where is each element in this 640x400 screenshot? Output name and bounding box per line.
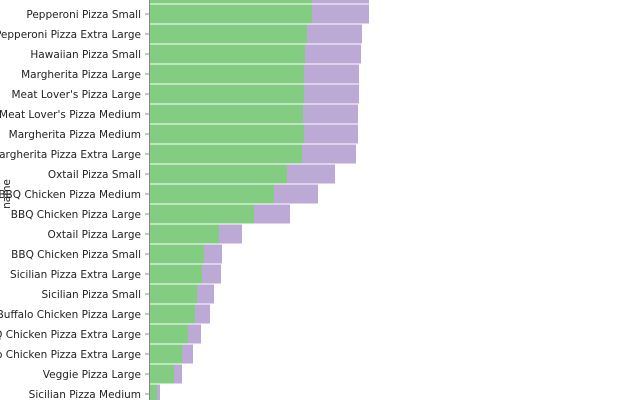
y-axis-title: name	[1, 179, 13, 209]
bar-segment-2-row-18	[188, 324, 201, 344]
y-tick-label: Sicilian Pizza Small	[41, 289, 141, 301]
y-tick-label: BBQ Chicken Pizza Small	[11, 249, 141, 261]
bar-segment-1-row-19	[150, 344, 182, 364]
bar-segment-2-row-9	[302, 144, 356, 164]
y-axis: Pepperoni Pizza Small Pepperoni Pizza Ext…	[0, 0, 150, 400]
bar-segment-1-row-10	[150, 164, 287, 184]
bar-segment-2-row-13	[219, 224, 242, 244]
bar-segment-2-row-4	[305, 44, 361, 64]
bar-segment-1-row-7	[150, 104, 303, 124]
y-tick-label: Meat Lover's Pizza Medium	[0, 109, 141, 121]
y-tick-label: Buffalo Chicken Pizza Extra Large	[0, 349, 141, 361]
bars-group	[150, 0, 369, 400]
bar-segment-2-row-20	[174, 364, 182, 384]
bar-segment-1-row-14	[150, 244, 204, 264]
y-tick-label: Hawaiian Pizza Small	[30, 49, 141, 61]
bar-segment-2-row-17	[195, 304, 210, 324]
bar-segment-2-row-15	[202, 264, 221, 284]
y-tick-label: Sicilian Pizza Extra Large	[10, 269, 141, 281]
bar-segment-2-row-1	[312, 0, 369, 4]
y-tick-label: BBQ Chicken Pizza Medium	[0, 189, 141, 201]
bar-segment-1-row-11	[150, 184, 274, 204]
bar-segment-2-row-10	[287, 164, 335, 184]
bar-segment-1-row-17	[150, 304, 195, 324]
y-tick-label: Oxtail Pizza Small	[48, 169, 141, 181]
bar-segment-2-row-16	[197, 284, 214, 304]
bar-segment-1-row-3	[150, 24, 307, 44]
bar-segment-2-row-11	[274, 184, 318, 204]
y-tick-label: Meat Lover's Pizza Large	[11, 89, 141, 101]
y-tick-label: Margherita Pizza Medium	[9, 129, 141, 141]
bar-segment-1-row-21	[150, 384, 157, 400]
bar-segment-1-row-16	[150, 284, 197, 304]
bar-segment-1-row-13	[150, 224, 219, 244]
bar-segment-1-row-20	[150, 364, 174, 384]
bar-segment-1-row-6	[150, 84, 304, 104]
y-tick-label: Buffalo Chicken Pizza Large	[0, 309, 141, 321]
bar-segment-2-row-5	[304, 64, 359, 84]
bar-segment-2-row-2	[312, 4, 369, 24]
bar-segment-1-row-18	[150, 324, 188, 344]
bar-segment-1-row-5	[150, 64, 304, 84]
bar-segment-2-row-19	[182, 344, 193, 364]
bar-segment-2-row-12	[254, 204, 290, 224]
y-tick-label: BBQ Chicken Pizza Extra Large	[0, 329, 141, 341]
bar-segment-2-row-21	[157, 384, 160, 400]
bar-segment-1-row-9	[150, 144, 302, 164]
bar-segment-2-row-7	[303, 104, 358, 124]
y-tick-label: Margherita Pizza Extra Large	[0, 149, 141, 161]
y-tick-label: Sicilian Pizza Medium	[29, 389, 141, 400]
bar-segment-1-row-1	[150, 0, 312, 4]
y-tick-label: Oxtail Pizza Large	[47, 229, 141, 241]
bar-segment-2-row-8	[304, 124, 358, 144]
bar-segment-1-row-8	[150, 124, 304, 144]
bar-segment-2-row-3	[307, 24, 362, 44]
y-tick-label: Pepperoni Pizza Small	[26, 9, 141, 21]
bar-segment-2-row-14	[204, 244, 222, 264]
y-tick-label: Veggie Pizza Large	[43, 369, 141, 381]
bar-segment-1-row-2	[150, 4, 312, 24]
bar-segment-2-row-6	[304, 84, 359, 104]
y-tick-label: BBQ Chicken Pizza Large	[11, 209, 141, 221]
y-tick-label: Pepperoni Pizza Extra Large	[0, 29, 141, 41]
y-tick-label: Margherita Pizza Large	[21, 69, 141, 81]
bar-segment-1-row-15	[150, 264, 202, 284]
bar-segment-1-row-4	[150, 44, 305, 64]
bar-segment-1-row-12	[150, 204, 254, 224]
